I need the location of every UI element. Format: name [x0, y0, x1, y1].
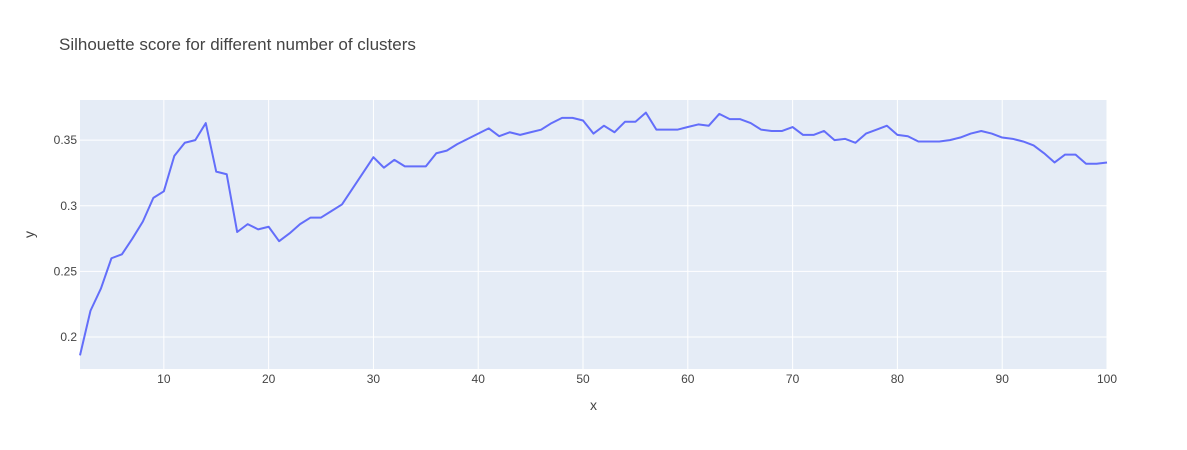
- plot-area: [80, 100, 1107, 369]
- y-tick-label: 0.3: [60, 199, 77, 213]
- x-tick-label: 20: [262, 372, 276, 386]
- tick-labels: 10 20 30 40 50 60 70 80 90 100 0.2 0.25 0.3 0.35: [54, 133, 1118, 386]
- y-axis-label: y: [21, 231, 37, 238]
- x-tick-label: 70: [786, 372, 800, 386]
- x-tick-label: 80: [891, 372, 905, 386]
- x-tick-label: 40: [472, 372, 486, 386]
- x-tick-label: 100: [1097, 372, 1117, 386]
- x-tick-label: 10: [157, 372, 171, 386]
- series-line-0: [79, 111, 1108, 356]
- chart-title: Silhouette score for different number of…: [59, 35, 416, 54]
- x-tick-label: 90: [996, 372, 1010, 386]
- y-tick-label: 0.2: [60, 330, 77, 344]
- grid-lines: [80, 100, 1108, 369]
- x-axis-label: x: [590, 397, 597, 413]
- y-tick-label: 0.25: [54, 264, 78, 278]
- series-layer: [79, 111, 1108, 356]
- y-tick-label: 0.35: [54, 133, 78, 147]
- x-tick-label: 60: [681, 372, 695, 386]
- x-tick-label: 30: [367, 372, 381, 386]
- x-tick-label: 50: [576, 372, 590, 386]
